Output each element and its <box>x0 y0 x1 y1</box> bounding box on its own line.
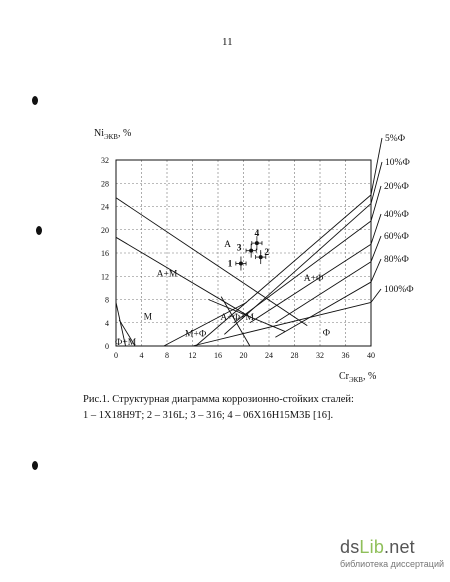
ferrite-line-label: 20%Ф <box>384 182 409 192</box>
y-tick-label: 4 <box>105 319 109 328</box>
page-number: 11 <box>222 36 233 48</box>
data-point-label: 1 <box>228 259 233 269</box>
region-label: A+M <box>157 269 178 279</box>
data-point <box>254 241 259 246</box>
page-mark <box>36 226 42 235</box>
y-tick-label: 8 <box>105 296 109 305</box>
x-tick-label: 24 <box>265 351 273 360</box>
ferrite-line-label: 60%Ф <box>384 232 409 242</box>
region-label: A+Ф+M <box>220 313 254 323</box>
data-points: 1 2 3 4 <box>228 229 269 271</box>
ferrite-line-leader <box>370 161 383 204</box>
y-tick-label: 32 <box>101 156 109 165</box>
x-axis-label: CrЭКВ, % <box>339 371 377 384</box>
y-tick-label: 20 <box>101 226 109 235</box>
region-label: M <box>144 312 153 322</box>
y-tick-label: 24 <box>101 203 109 212</box>
ferrite-line-leader <box>370 137 383 195</box>
figure-caption-line2: 1 – 1Х18Н9Т; 2 – 316L; 3 – 316; 4 – 06Х1… <box>83 410 334 421</box>
region-label: Ф+M <box>115 338 137 348</box>
page-mark <box>32 96 38 105</box>
data-point <box>249 248 254 253</box>
ferrite-line <box>249 243 372 324</box>
ferrite-line <box>275 261 372 324</box>
watermark-subtitle: библиотека диссертаций <box>340 559 445 569</box>
x-tick-label: 8 <box>165 351 169 360</box>
ferrite-line-label: 10%Ф <box>385 158 410 168</box>
ferrite-line <box>275 281 372 338</box>
x-tick-label: 40 <box>367 351 375 360</box>
data-point-label: 3 <box>237 244 242 254</box>
ferrite-line-leader <box>370 288 382 303</box>
watermark-logo: dsLib.net <box>340 537 415 557</box>
phase-boundary-lines <box>115 197 308 347</box>
y-tick-label: 12 <box>101 272 109 281</box>
phase-boundary-line <box>115 302 127 347</box>
ferrite-line-label: 80%Ф <box>384 255 409 265</box>
y-tick-label: 16 <box>101 249 109 258</box>
x-tick-label: 36 <box>342 351 350 360</box>
region-label: M+Ф <box>185 330 207 340</box>
watermark: dsLib.net библиотека диссертаций <box>340 537 444 569</box>
plot-frame <box>115 159 372 347</box>
x-tick-label: 12 <box>189 351 197 360</box>
ferrite-line <box>195 194 372 347</box>
ferrite-line-leader <box>370 258 382 283</box>
x-tick-label: 28 <box>291 351 299 360</box>
x-tick-label: 16 <box>214 351 222 360</box>
data-point <box>238 261 243 266</box>
phase-boundary-line <box>115 236 251 318</box>
ferrite-lines: 5%Ф 10%Ф 20%Ф 40%Ф 60%Ф 80%Ф 100%Ф <box>192 134 414 347</box>
data-point <box>258 255 263 260</box>
region-label: Ф <box>323 329 331 339</box>
ferrite-line-label: 40%Ф <box>384 210 409 220</box>
figure-caption-line1: Рис.1. Структурная диаграмма коррозионно… <box>83 394 354 405</box>
x-tick-label: 20 <box>240 351 248 360</box>
ferrite-line-label: 100%Ф <box>384 285 414 295</box>
x-tick-label: 32 <box>316 351 324 360</box>
ferrite-line <box>192 301 372 347</box>
phase-boundary-line <box>118 319 136 347</box>
ferrite-line <box>233 220 372 324</box>
region-label: A <box>224 240 231 250</box>
ferrite-line-leader <box>370 213 382 245</box>
ferrite-line-leader <box>370 185 382 222</box>
x-tick-label: 4 <box>140 351 144 360</box>
data-point-label: 4 <box>255 229 260 239</box>
page-mark <box>32 461 38 470</box>
x-tick-label: 0 <box>114 351 118 360</box>
region-label: A+Ф <box>304 274 324 284</box>
ferrite-line-label: 5%Ф <box>385 134 406 144</box>
region-labels: A A+M M A+Ф+M A+Ф M+Ф Ф Ф+M <box>115 240 331 348</box>
axes <box>115 159 372 347</box>
y-tick-label: 0 <box>105 342 109 351</box>
ferrite-line-leader <box>370 235 382 262</box>
phase-boundary-line <box>115 197 308 327</box>
y-axis-label: NiЭКВ, % <box>94 128 132 141</box>
y-tick-label: 28 <box>101 179 109 188</box>
data-point-label: 2 <box>264 248 269 258</box>
ferrite-line <box>224 203 372 335</box>
